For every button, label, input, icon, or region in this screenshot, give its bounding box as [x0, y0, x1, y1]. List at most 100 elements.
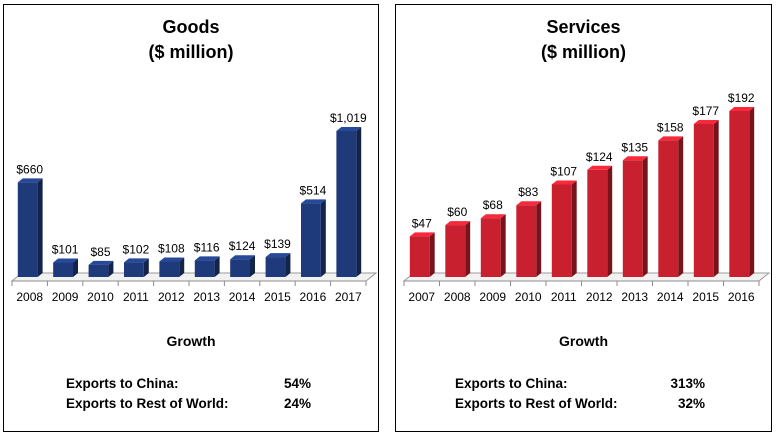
bar-front — [194, 260, 215, 277]
bar-side — [500, 214, 506, 277]
data-label: $116 — [194, 240, 220, 254]
x-tick-label: 2012 — [158, 290, 185, 304]
services-growth-title: Growth — [559, 333, 608, 349]
bar-top — [159, 257, 185, 262]
data-label: $135 — [621, 140, 648, 154]
bar-front — [409, 236, 430, 277]
bar-2010 — [88, 260, 114, 277]
x-tick-label: 2016 — [728, 290, 755, 304]
x-tick-label: 2009 — [52, 290, 79, 304]
growth-value: 24% — [283, 396, 311, 411]
bar-front — [88, 264, 109, 277]
services-bar-chart: $47 2007 $60 2008 $68 2009 $83 2010 $107 2011 $124… — [402, 91, 770, 304]
x-tick-label: 2013 — [193, 290, 220, 304]
data-label: $107 — [550, 164, 577, 178]
bar-top — [300, 199, 326, 204]
bar-top — [480, 214, 506, 219]
x-tick-label: 2011 — [123, 290, 149, 304]
bar-side — [179, 257, 185, 277]
bar-front — [230, 259, 251, 277]
bar-side — [749, 107, 755, 277]
bar-2014 — [230, 255, 256, 277]
bar-front — [516, 205, 537, 277]
x-tick-label: 2017 — [335, 290, 362, 304]
bar-side — [571, 180, 577, 277]
bar-side — [465, 221, 471, 277]
bar-front — [445, 225, 466, 277]
bar-front — [658, 140, 679, 277]
goods-title-line1: Goods — [162, 17, 220, 37]
bar-top — [658, 136, 684, 141]
bar-2007 — [409, 232, 435, 277]
bar-side — [678, 136, 684, 277]
bar-side — [250, 255, 256, 277]
bar-top — [445, 221, 471, 226]
bar-side — [429, 232, 435, 277]
goods-panel: Goods ($ million) $660 2008 $101 2009 $85 201… — [3, 4, 379, 432]
goods-bar-chart: $660 2008 $101 2009 $85 2010 $102 2011 $108 2012 $… — [10, 111, 377, 304]
x-tick-label: 2008 — [16, 290, 43, 304]
bar-side — [713, 119, 719, 277]
bar-2016 — [300, 199, 326, 277]
x-tick-label: 2012 — [586, 290, 613, 304]
growth-value: 313% — [670, 376, 705, 391]
bar-side — [285, 253, 291, 277]
bar-2014 — [658, 136, 684, 277]
bar-side — [536, 201, 542, 277]
data-label: $60 — [447, 205, 467, 219]
bar-2010 — [516, 201, 542, 277]
data-label: $1,019 — [330, 111, 367, 125]
growth-label: Exports to China: — [455, 376, 568, 391]
bar-2011 — [551, 180, 577, 277]
bar-top — [17, 178, 43, 183]
bar-2013 — [194, 256, 220, 277]
x-tick-label: 2014 — [657, 290, 684, 304]
bar-top — [194, 256, 220, 261]
data-label: $68 — [483, 198, 503, 212]
bar-2011 — [123, 258, 149, 277]
bar-front — [300, 203, 321, 277]
bar-top — [516, 201, 542, 206]
bar-2015 — [693, 119, 719, 277]
bar-side — [143, 258, 149, 277]
bar-top — [409, 232, 435, 237]
bar-top — [622, 156, 648, 161]
goods-title: Goods ($ million) — [4, 15, 378, 65]
bar-top — [587, 165, 613, 170]
bar-2008 — [17, 178, 43, 277]
data-label: $660 — [16, 162, 43, 176]
bar-front — [480, 218, 501, 277]
data-label: $177 — [692, 104, 719, 118]
data-label: $47 — [412, 216, 432, 230]
bar-2009 — [480, 214, 506, 277]
bar-top — [88, 260, 114, 265]
bar-top — [729, 107, 755, 111]
bar-2012 — [587, 165, 613, 277]
services-title-line2: ($ million) — [541, 42, 626, 62]
x-tick-label: 2014 — [229, 290, 256, 304]
x-tick-label: 2015 — [692, 290, 719, 304]
x-tick-label: 2016 — [300, 290, 327, 304]
bar-side — [214, 256, 220, 277]
growth-value: 32% — [677, 396, 705, 411]
x-tick-label: 2010 — [515, 290, 542, 304]
data-label: $101 — [52, 243, 79, 257]
bar-front — [17, 182, 38, 277]
data-label: $102 — [123, 242, 150, 256]
data-label: $83 — [518, 185, 538, 199]
data-label: $124 — [229, 239, 256, 253]
x-tick-label: 2015 — [264, 290, 291, 304]
x-tick-label: 2010 — [87, 290, 114, 304]
bar-side — [356, 127, 362, 277]
bar-front — [587, 169, 608, 277]
x-tick-label: 2013 — [621, 290, 648, 304]
bar-2012 — [159, 257, 185, 277]
bar-front — [53, 262, 74, 277]
bar-side — [320, 199, 326, 277]
bar-top — [551, 180, 577, 185]
x-tick-label: 2008 — [444, 290, 471, 304]
bar-2015 — [265, 253, 291, 277]
bar-2016 — [729, 107, 755, 277]
services-title-line1: Services — [546, 17, 621, 37]
bar-top — [230, 255, 256, 260]
